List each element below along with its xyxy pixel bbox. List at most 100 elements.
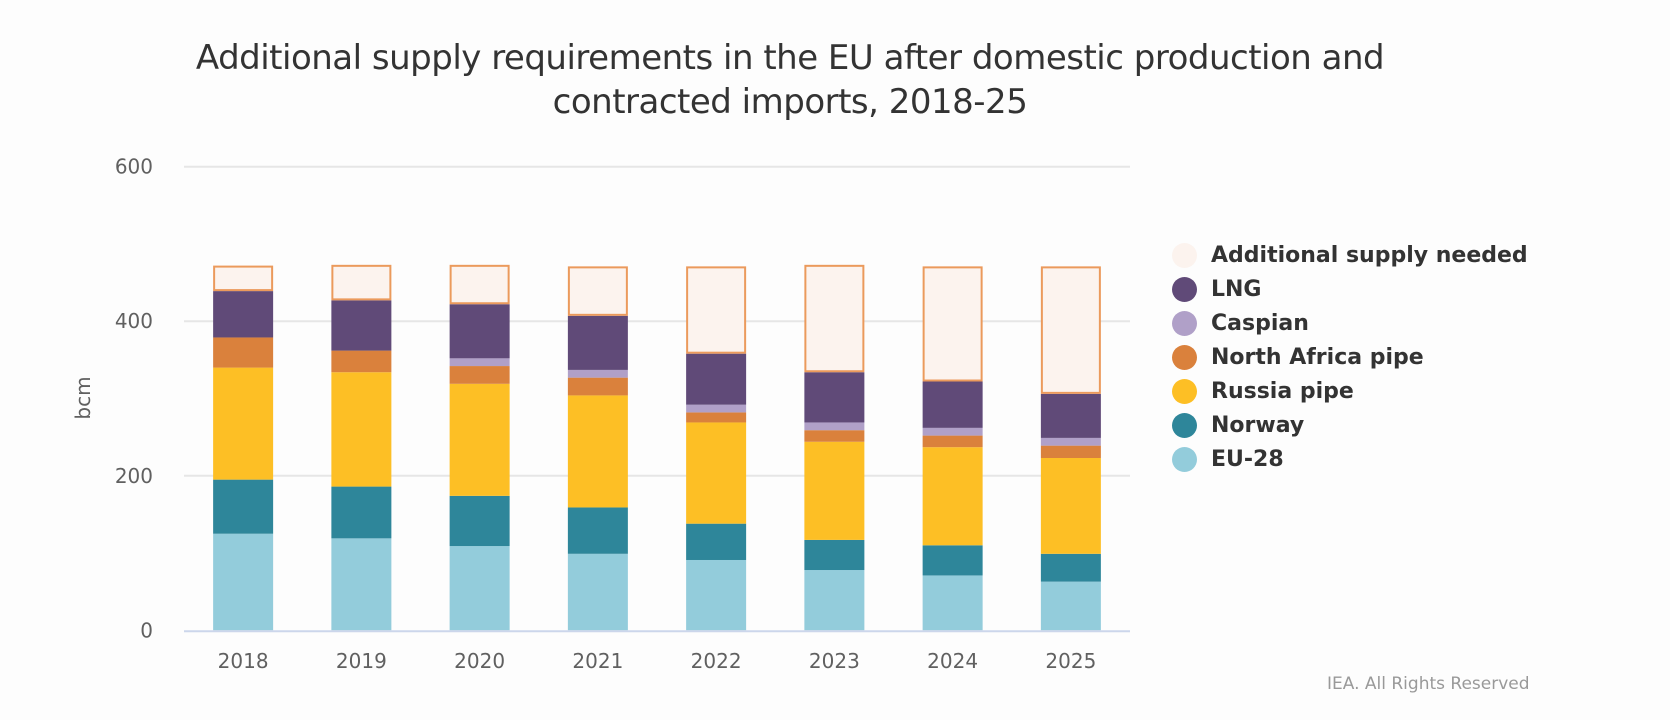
bar-north-africa-pipe-2022[interactable]	[686, 412, 747, 423]
legend-label: LNG	[1211, 276, 1262, 302]
y-tick-label: 200	[115, 464, 153, 488]
bar-lng-2019[interactable]	[331, 300, 392, 351]
credit-text: IEA. All Rights Reserved	[1327, 674, 1530, 694]
bar-eu-28-2024[interactable]	[922, 575, 983, 631]
x-tick-label: 2022	[691, 649, 742, 673]
legend-item-north-africa-pipe[interactable]: North Africa pipe	[1172, 340, 1528, 374]
legend-item-norway[interactable]: Norway	[1172, 408, 1528, 442]
bar-russia-pipe-2024[interactable]	[922, 447, 983, 546]
y-tick-label: 400	[115, 309, 153, 333]
chart-title-line-2: contracted imports, 2018-25	[552, 82, 1028, 122]
bar-norway-2019[interactable]	[331, 486, 392, 539]
legend: Additional supply needed LNG Caspian North …	[1172, 238, 1528, 476]
x-tick-label: 2018	[218, 649, 269, 673]
bar-norway-2022[interactable]	[686, 523, 747, 560]
legend-item-caspian[interactable]: Caspian	[1172, 306, 1528, 340]
y-axis-title: bcm	[71, 376, 95, 419]
legend-item-additional-supply-needed[interactable]: Additional supply needed	[1172, 238, 1528, 272]
legend-swatch-icon	[1172, 344, 1197, 370]
bar-lng-2023[interactable]	[804, 372, 865, 423]
legend-item-eu-28[interactable]: EU-28	[1172, 442, 1528, 476]
bar-norway-2020[interactable]	[449, 495, 510, 547]
bar-eu-28-2020[interactable]	[449, 546, 510, 631]
bar-lng-2022[interactable]	[686, 353, 747, 405]
x-tick-label: 2025	[1045, 649, 1096, 673]
gridlines	[184, 165, 1130, 477]
y-tick-label: 600	[115, 155, 153, 179]
x-tick-label: 2024	[927, 649, 978, 673]
bar-russia-pipe-2022[interactable]	[686, 422, 747, 524]
bar-north-africa-pipe-2018[interactable]	[213, 337, 274, 368]
bar-additional-supply-needed-2019[interactable]	[331, 264, 392, 301]
bar-north-africa-pipe-2024[interactable]	[922, 435, 983, 448]
bar-north-africa-pipe-2020[interactable]	[449, 366, 510, 384]
bar-russia-pipe-2020[interactable]	[449, 383, 510, 496]
legend-swatch-icon	[1172, 412, 1197, 438]
legend-item-russia-pipe[interactable]: Russia pipe	[1172, 374, 1528, 408]
legend-label: Russia pipe	[1211, 378, 1354, 404]
bar-additional-supply-needed-2024[interactable]	[922, 266, 983, 382]
bar-stack-2024	[922, 266, 983, 631]
bar-norway-2025[interactable]	[1040, 553, 1101, 582]
bar-eu-28-2018[interactable]	[213, 533, 274, 631]
bar-eu-28-2025[interactable]	[1040, 581, 1101, 631]
legend-label: North Africa pipe	[1211, 344, 1424, 370]
bar-additional-supply-needed-2023[interactable]	[804, 264, 865, 373]
legend-label: Norway	[1211, 412, 1305, 438]
bar-north-africa-pipe-2021[interactable]	[567, 377, 628, 396]
bar-north-africa-pipe-2023[interactable]	[804, 430, 865, 442]
bar-stack-2020	[449, 264, 510, 631]
bar-north-africa-pipe-2025[interactable]	[1040, 445, 1101, 458]
bar-russia-pipe-2021[interactable]	[567, 395, 628, 508]
bar-stack-2019	[331, 264, 392, 631]
bar-russia-pipe-2018[interactable]	[213, 367, 274, 480]
legend-label: Caspian	[1211, 310, 1309, 336]
bar-additional-supply-needed-2020[interactable]	[449, 264, 510, 305]
bar-lng-2020[interactable]	[449, 304, 510, 359]
bar-eu-28-2022[interactable]	[686, 559, 747, 631]
bar-caspian-2023[interactable]	[804, 422, 865, 431]
chart-title-line-1: Additional supply requirements in the EU…	[195, 38, 1385, 78]
bar-lng-2018[interactable]	[213, 291, 274, 338]
bar-caspian-2024[interactable]	[922, 427, 983, 436]
bar-caspian-2025[interactable]	[1040, 437, 1101, 446]
bar-eu-28-2023[interactable]	[804, 570, 865, 631]
legend-swatch-icon	[1172, 310, 1197, 336]
bar-additional-supply-needed-2018[interactable]	[213, 265, 274, 292]
bar-russia-pipe-2025[interactable]	[1040, 457, 1101, 554]
bar-eu-28-2019[interactable]	[331, 538, 392, 631]
bar-norway-2018[interactable]	[213, 479, 274, 534]
y-tick-label: 0	[140, 618, 153, 642]
bar-russia-pipe-2023[interactable]	[804, 441, 865, 540]
bar-norway-2024[interactable]	[922, 545, 983, 576]
bar-norway-2021[interactable]	[567, 507, 628, 554]
chart-title: Additional supply requirements in the EU…	[0, 36, 1580, 124]
bar-caspian-2022[interactable]	[686, 404, 747, 413]
x-tick-label: 2020	[454, 649, 505, 673]
bar-lng-2021[interactable]	[567, 315, 628, 370]
bar-caspian-2021[interactable]	[567, 369, 628, 378]
bars	[213, 264, 1101, 631]
bar-eu-28-2021[interactable]	[567, 553, 628, 631]
x-tick-label: 2021	[572, 649, 623, 673]
legend-swatch-icon	[1172, 378, 1197, 404]
x-tick-label: 2023	[809, 649, 860, 673]
x-tick-label: 2019	[336, 649, 387, 673]
bar-additional-supply-needed-2022[interactable]	[686, 266, 747, 354]
legend-swatch-icon	[1172, 242, 1197, 268]
legend-label: Additional supply needed	[1211, 242, 1528, 268]
bar-stack-2023	[804, 264, 865, 631]
bar-norway-2023[interactable]	[804, 539, 865, 571]
bar-lng-2025[interactable]	[1040, 393, 1101, 438]
axes: 0 200 400 600 2018 2019 2020 2021 2022 2023 2024 20…	[115, 155, 1130, 673]
bar-north-africa-pipe-2019[interactable]	[331, 350, 392, 373]
bar-additional-supply-needed-2025[interactable]	[1040, 266, 1101, 394]
legend-item-lng[interactable]: LNG	[1172, 272, 1528, 306]
bar-caspian-2020[interactable]	[449, 358, 510, 367]
bar-russia-pipe-2019[interactable]	[331, 372, 392, 487]
legend-swatch-icon	[1172, 446, 1197, 472]
bar-additional-supply-needed-2021[interactable]	[567, 266, 628, 316]
legend-label: EU-28	[1211, 446, 1284, 472]
bar-lng-2024[interactable]	[922, 381, 983, 428]
